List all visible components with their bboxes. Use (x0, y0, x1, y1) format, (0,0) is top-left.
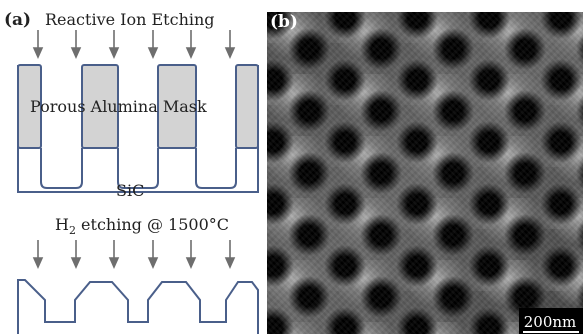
sem-micrograph-image (267, 12, 583, 334)
panel-a-label: (a) (4, 10, 31, 30)
scale-bar-line (523, 331, 579, 333)
h2-etching-label: H2 etching @ 1500°C (55, 215, 229, 237)
mask-pillar (157, 64, 197, 149)
sem-micrograph-panel-b: (b) 200nm (267, 12, 583, 334)
mask-pillar (235, 64, 259, 149)
sic-substrate-outline (17, 65, 259, 193)
h2-arrows (32, 240, 236, 269)
sem-noise-texture (267, 12, 583, 334)
scale-bar-label: 200nm (523, 313, 577, 331)
panel-b-label: (b) (270, 12, 298, 32)
rie-arrows (32, 30, 236, 59)
faceted-surface-profile (17, 279, 259, 334)
sic-label: SiC (116, 181, 144, 200)
alumina-mask (17, 64, 259, 149)
reactive-ion-etching-label: Reactive Ion Etching (45, 10, 215, 29)
mask-pillar (81, 64, 119, 149)
scale-bar: 200nm (519, 308, 583, 334)
mask-pillar (17, 64, 42, 149)
porous-alumina-mask-label: Porous Alumina Mask (30, 97, 207, 116)
schematic-panel-a: (a) Reactive Ion Etching Porous Alumina … (4, 10, 259, 334)
